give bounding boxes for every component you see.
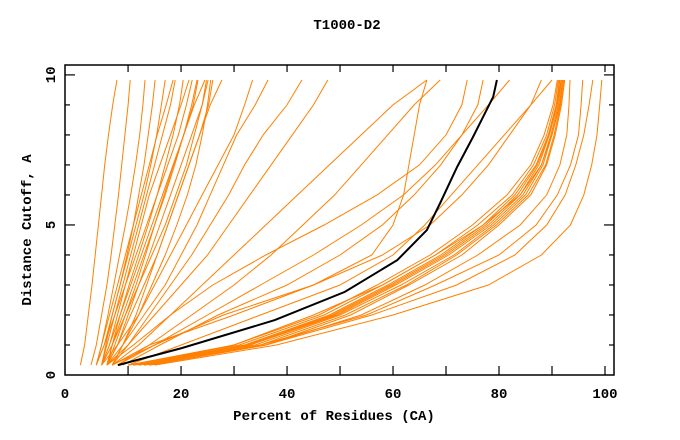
y-tick-label: 10 <box>44 66 60 83</box>
model-curve-17 <box>111 79 212 366</box>
model-curve-18 <box>106 79 214 366</box>
model-curve-27 <box>106 79 468 366</box>
model-curve-44 <box>154 79 603 366</box>
y-tick-label: 5 <box>44 221 60 229</box>
x-tick-label: 60 <box>385 387 402 403</box>
model-curve-35 <box>143 79 565 366</box>
model-curve-38 <box>133 79 561 366</box>
model-curve-25 <box>111 79 428 366</box>
model-curve-29 <box>127 79 542 366</box>
model-curve-23 <box>111 79 428 366</box>
y-axis-label: Distance Cutoff, A <box>20 154 36 306</box>
model-curve-42 <box>149 79 571 366</box>
x-axis-label: Percent of Residues (CA) <box>233 409 435 425</box>
model-curve-11 <box>106 79 209 366</box>
x-tick-label: 80 <box>491 387 508 403</box>
model-curve-1 <box>79 79 118 366</box>
x-tick-label: 0 <box>61 387 69 403</box>
model-curve-6 <box>101 79 176 366</box>
x-tick-label: 20 <box>173 387 190 403</box>
model-curve-14 <box>95 79 174 366</box>
model-curve-36 <box>128 79 558 366</box>
model-curve-8 <box>95 79 193 366</box>
model-curve-39 <box>149 79 566 366</box>
model-curve-3 <box>95 79 146 366</box>
model-curve-41 <box>143 79 584 366</box>
model-curve-21 <box>106 79 329 366</box>
model-curve-37 <box>138 79 562 366</box>
chart-title: T1000-D2 <box>313 18 380 34</box>
x-tick-label: 100 <box>592 387 617 403</box>
model-curve-22 <box>101 79 254 366</box>
series-layer <box>79 79 603 367</box>
model-curve-7 <box>106 79 184 366</box>
ticks-layer: 0 20 40 60 80 100 0 5 10 <box>44 65 618 403</box>
model-curve-32 <box>128 79 559 366</box>
model-curve-26 <box>117 79 484 366</box>
model-curve-2 <box>90 79 131 366</box>
model-curve-24 <box>117 79 441 366</box>
x-tick-label: 40 <box>279 387 296 403</box>
model-curve-28 <box>122 79 510 366</box>
model-curve-43 <box>149 79 594 366</box>
model-curve-10 <box>101 79 206 366</box>
model-curve-19 <box>106 79 269 366</box>
highlight-curve <box>117 79 498 367</box>
model-curve-15 <box>106 79 198 366</box>
model-curve-40 <box>138 79 564 366</box>
model-curve-16 <box>101 79 207 366</box>
model-curve-5 <box>95 79 166 366</box>
model-curve-13 <box>101 79 190 366</box>
y-tick-label: 0 <box>44 371 60 379</box>
model-curve-20 <box>111 79 303 366</box>
